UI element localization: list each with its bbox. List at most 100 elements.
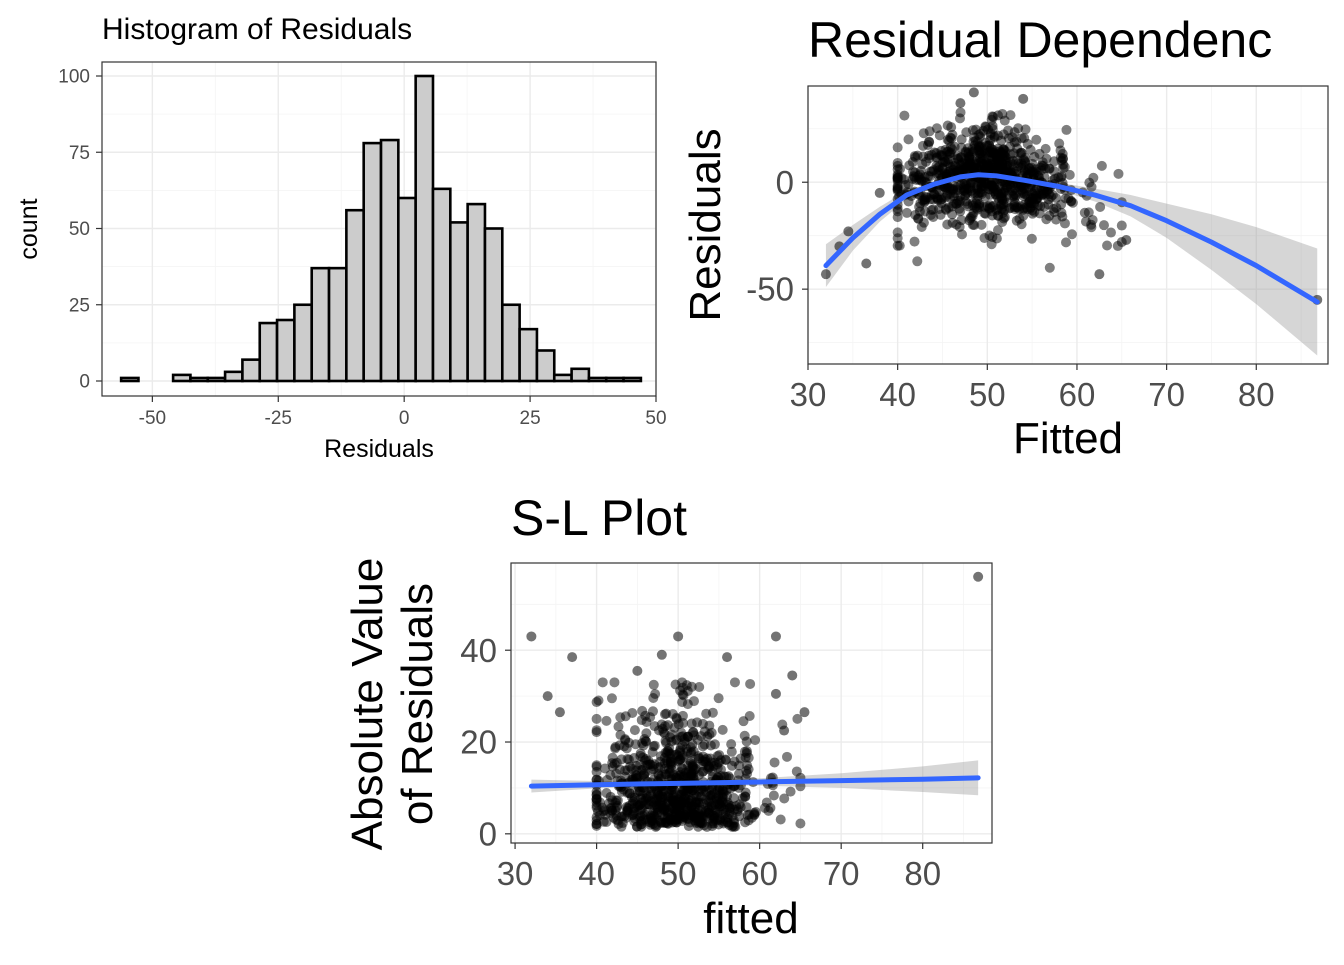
scatter-point xyxy=(606,693,617,704)
scatter-point xyxy=(659,709,670,720)
sl-y-ticks: 0 20 40 xyxy=(460,632,511,852)
scatter-point xyxy=(648,693,659,704)
residual-dependence-chart: Residual Dependenc 30 40 50 60 70 80 -50 0 Fit… xyxy=(681,12,1329,463)
histogram-bar xyxy=(397,196,417,383)
scatter-point xyxy=(750,735,761,746)
scatter-point xyxy=(1084,177,1095,188)
scatter-point xyxy=(942,219,953,230)
scatter-point xyxy=(591,819,602,830)
scatter-point xyxy=(1116,220,1127,231)
sl-x-axis-title: fitted xyxy=(703,894,798,943)
sl-y-axis-title: Absolute Value of Residuals xyxy=(343,558,442,851)
scatter-point xyxy=(668,769,679,780)
sl-grid xyxy=(511,563,992,843)
scatter-point xyxy=(1039,171,1050,182)
scatter-point xyxy=(621,743,632,754)
scatter-point xyxy=(651,795,662,806)
scatter-point xyxy=(745,678,756,689)
scatter-point xyxy=(991,233,1002,244)
histogram-bar xyxy=(431,187,452,383)
scatter-point xyxy=(724,820,735,831)
histogram-bar xyxy=(362,141,383,383)
scatter-point xyxy=(658,788,669,799)
scatter-point xyxy=(605,807,616,818)
scatter-point xyxy=(712,751,723,762)
scatter-point xyxy=(687,759,698,770)
scatter-point xyxy=(967,219,978,230)
scatter-point xyxy=(682,699,693,710)
scatter-point-outlier xyxy=(722,652,733,663)
sl-panel-border xyxy=(510,562,993,844)
scatter-point-outlier xyxy=(542,691,553,702)
scatter-point xyxy=(727,760,738,771)
x-tick-label: 60 xyxy=(1059,376,1096,413)
scatter-point-outlier xyxy=(673,631,684,642)
scatter-point xyxy=(989,131,1000,142)
histogram-bar xyxy=(604,376,625,383)
scatter-point xyxy=(699,756,710,767)
scatter-point-outlier xyxy=(656,649,667,660)
scatter-point xyxy=(1061,124,1072,135)
scatter-point xyxy=(782,751,793,762)
scatter-point xyxy=(740,817,751,828)
scatter-point xyxy=(658,805,669,816)
histogram-bar xyxy=(622,376,643,383)
x-tick-label: 70 xyxy=(823,855,860,892)
scatter-point xyxy=(1026,233,1037,244)
scatter-point xyxy=(1015,148,1026,159)
scatter-point xyxy=(976,219,987,230)
scatter-point xyxy=(639,734,650,745)
scatter-point xyxy=(979,233,990,244)
histogram-bar xyxy=(223,370,244,383)
scatter-point xyxy=(613,721,624,732)
scatter-point xyxy=(648,679,659,690)
scatter-point xyxy=(1044,262,1055,273)
histogram-bar xyxy=(275,318,296,383)
scatter-point xyxy=(726,746,737,757)
scatter-point xyxy=(903,134,914,145)
scatter-point xyxy=(1026,166,1037,177)
histogram-bar xyxy=(310,266,331,383)
sl-points xyxy=(526,571,984,832)
scatter-point xyxy=(679,733,690,744)
scatter-point-outlier xyxy=(770,631,781,642)
scatter-point xyxy=(651,787,662,798)
scatter-point-outlier xyxy=(799,707,810,718)
scatter-point xyxy=(954,113,965,124)
x-tick-label: 50 xyxy=(645,408,666,429)
scatter-point xyxy=(607,761,618,772)
scatter-point xyxy=(946,122,957,133)
scatter-point xyxy=(729,677,740,688)
scatter-point xyxy=(704,797,715,808)
histogram-y-axis-title: count xyxy=(15,198,43,259)
histogram-x-axis-title: Residuals xyxy=(324,435,434,463)
residual-smooth-line xyxy=(823,172,1320,305)
scatter-point xyxy=(935,194,946,205)
histogram-bar xyxy=(466,202,487,383)
scatter-point xyxy=(622,802,633,813)
scatter-point xyxy=(1004,179,1015,190)
scatter-point xyxy=(701,708,712,719)
scatter-point xyxy=(977,146,988,157)
x-tick-label: 50 xyxy=(969,376,1006,413)
x-tick-label: -25 xyxy=(265,408,292,429)
scatter-point xyxy=(1098,220,1109,231)
scatter-point xyxy=(612,815,623,826)
scatter-point xyxy=(649,740,660,751)
scatter-point xyxy=(703,763,714,774)
scatter-point xyxy=(918,128,929,139)
scatter-point xyxy=(1056,207,1067,218)
x-tick-label: -50 xyxy=(139,408,166,429)
scatter-point xyxy=(955,206,966,217)
scatter-point xyxy=(775,814,786,825)
scatter-point xyxy=(615,729,626,740)
scatter-point xyxy=(632,799,643,810)
scatter-point xyxy=(717,724,728,735)
scatter-point xyxy=(917,159,928,170)
histogram-bar xyxy=(552,373,573,383)
scatter-point xyxy=(946,184,957,195)
scatter-point xyxy=(1055,145,1066,156)
histogram-bar xyxy=(171,373,192,383)
histogram-x-ticks: -50 -25 0 25 50 xyxy=(139,396,667,429)
y-tick-label: 0 xyxy=(79,372,90,393)
